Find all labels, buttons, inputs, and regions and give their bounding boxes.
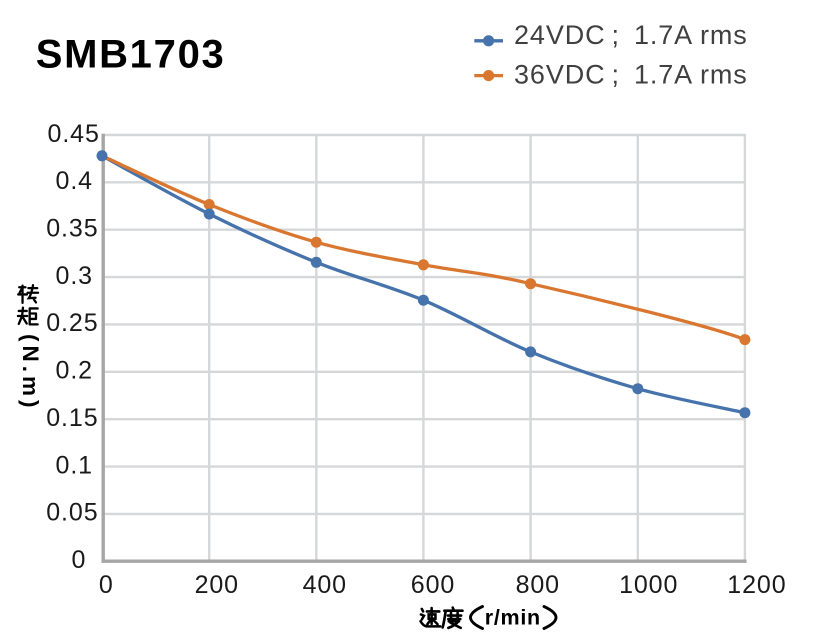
svg-text:0.25: 0.25 [46,309,98,337]
svg-text:1200: 1200 [727,571,786,599]
svg-text:0.45: 0.45 [48,120,100,148]
svg-text:0.1: 0.1 [56,451,93,479]
svg-text:0: 0 [71,546,86,574]
svg-text:0.05: 0.05 [46,499,98,527]
svg-text:0.2: 0.2 [56,357,93,385]
svg-text:0.15: 0.15 [46,404,98,432]
svg-text:0.35: 0.35 [46,214,98,242]
svg-text:(N.m): (N.m) [18,334,43,412]
svg-text:0.4: 0.4 [56,167,93,195]
svg-text:r/min: r/min [485,605,541,629]
svg-text:1000: 1000 [619,571,678,599]
svg-text:400: 400 [303,571,347,599]
svg-text:600: 600 [411,571,455,599]
svg-text:SMB1703: SMB1703 [36,33,226,77]
svg-text:800: 800 [516,571,560,599]
svg-text:0.3: 0.3 [56,262,93,290]
svg-text:200: 200 [195,571,239,599]
svg-text:0: 0 [99,571,114,599]
